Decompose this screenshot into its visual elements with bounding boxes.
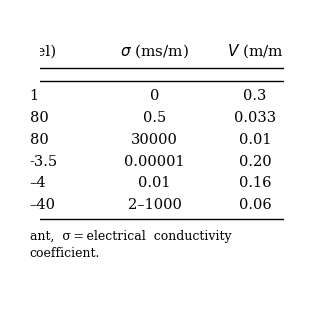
Text: 0.16: 0.16 bbox=[239, 176, 271, 191]
Text: rel): rel) bbox=[30, 44, 57, 58]
Text: 2–1000: 2–1000 bbox=[128, 198, 181, 212]
Text: 0.20: 0.20 bbox=[239, 155, 271, 168]
Text: –4: –4 bbox=[30, 176, 46, 191]
Text: 0.01: 0.01 bbox=[138, 176, 171, 191]
Text: 80: 80 bbox=[30, 133, 48, 147]
Text: 0.00001: 0.00001 bbox=[124, 155, 185, 168]
Text: coefficient.: coefficient. bbox=[30, 247, 100, 260]
Text: 80: 80 bbox=[30, 111, 48, 125]
Text: -3.5: -3.5 bbox=[30, 155, 58, 168]
Text: 1: 1 bbox=[30, 89, 39, 103]
Text: 30000: 30000 bbox=[131, 133, 178, 147]
Text: 0.01: 0.01 bbox=[239, 133, 271, 147]
Text: –40: –40 bbox=[30, 198, 56, 212]
Text: 0.5: 0.5 bbox=[143, 111, 166, 125]
Text: $\sigma$ (ms/m): $\sigma$ (ms/m) bbox=[120, 42, 189, 60]
Text: 0: 0 bbox=[150, 89, 159, 103]
Text: 0.06: 0.06 bbox=[239, 198, 271, 212]
Text: 0.033: 0.033 bbox=[234, 111, 276, 125]
Text: 0.3: 0.3 bbox=[243, 89, 267, 103]
Text: ant,  σ = electrical  conductivity: ant, σ = electrical conductivity bbox=[30, 230, 231, 243]
Text: $V$ (m/m: $V$ (m/m bbox=[227, 42, 283, 60]
